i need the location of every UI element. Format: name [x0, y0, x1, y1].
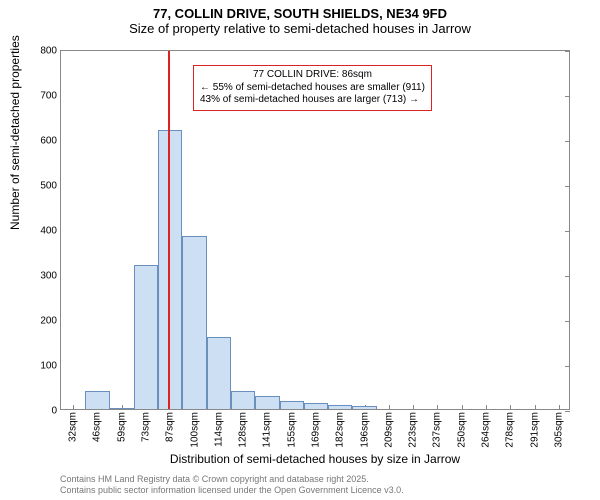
- histogram-bar: [182, 236, 206, 409]
- histogram-bar: [134, 265, 158, 409]
- x-tick-label: 278sqm: [505, 409, 516, 448]
- x-tick-label: 182sqm: [335, 409, 346, 448]
- x-tick-label: 100sqm: [189, 409, 200, 448]
- y-tick-label: 500: [40, 181, 61, 192]
- x-tick-label: 46sqm: [92, 409, 103, 442]
- x-axis-label: Distribution of semi-detached houses by …: [60, 452, 570, 466]
- y-tick-label: 100: [40, 361, 61, 372]
- x-tick-label: 291sqm: [529, 409, 540, 448]
- histogram-bar: [158, 130, 182, 409]
- histogram-chart: 77, COLLIN DRIVE, SOUTH SHIELDS, NE34 9F…: [0, 0, 600, 500]
- y-tick-mark: [565, 51, 570, 52]
- annotation-line: ← 55% of semi-detached houses are smalle…: [200, 82, 425, 95]
- y-tick-mark: [565, 186, 570, 187]
- y-tick-mark: [565, 276, 570, 277]
- reference-line: [168, 51, 170, 409]
- y-tick-label: 600: [40, 136, 61, 147]
- x-tick-label: 114sqm: [213, 409, 224, 447]
- y-tick-mark: [565, 366, 570, 367]
- histogram-bar: [352, 406, 376, 409]
- annotation-line: 43% of semi-detached houses are larger (…: [200, 94, 425, 107]
- y-tick-label: 300: [40, 271, 61, 282]
- y-tick-mark: [565, 321, 570, 322]
- annotation-box: 77 COLLIN DRIVE: 86sqm← 55% of semi-deta…: [193, 65, 432, 111]
- y-axis-label: Number of semi-detached properties: [8, 35, 22, 230]
- x-tick-label: 223sqm: [408, 409, 419, 448]
- y-tick-label: 0: [51, 406, 61, 417]
- x-tick-label: 169sqm: [311, 409, 322, 448]
- x-tick-label: 73sqm: [141, 409, 152, 442]
- x-tick-label: 141sqm: [262, 409, 273, 448]
- x-tick-label: 209sqm: [383, 409, 394, 448]
- attribution-text: Contains HM Land Registry data © Crown c…: [60, 474, 404, 496]
- histogram-bar: [280, 401, 304, 409]
- y-tick-label: 200: [40, 316, 61, 327]
- histogram-bar: [231, 391, 255, 409]
- attribution-line-1: Contains HM Land Registry data © Crown c…: [60, 474, 404, 485]
- x-tick-label: 196sqm: [359, 409, 370, 448]
- x-tick-label: 87sqm: [165, 409, 176, 442]
- y-tick-label: 700: [40, 91, 61, 102]
- x-tick-label: 250sqm: [456, 409, 467, 448]
- y-tick-mark: [565, 96, 570, 97]
- histogram-bar: [110, 408, 134, 409]
- x-tick-label: 237sqm: [432, 409, 443, 448]
- attribution-line-2: Contains public sector information licen…: [60, 485, 404, 496]
- histogram-bar: [255, 396, 279, 409]
- chart-title-main: 77, COLLIN DRIVE, SOUTH SHIELDS, NE34 9F…: [0, 6, 600, 21]
- chart-title-block: 77, COLLIN DRIVE, SOUTH SHIELDS, NE34 9F…: [0, 6, 600, 36]
- x-tick-label: 155sqm: [286, 409, 297, 448]
- y-tick-mark: [565, 141, 570, 142]
- histogram-bar: [304, 403, 328, 409]
- x-tick-label: 59sqm: [116, 409, 127, 442]
- y-tick-mark: [565, 411, 570, 412]
- x-tick-label: 305sqm: [553, 409, 564, 448]
- x-tick-label: 32sqm: [68, 409, 79, 442]
- annotation-line: 77 COLLIN DRIVE: 86sqm: [200, 69, 425, 82]
- y-tick-label: 400: [40, 226, 61, 237]
- histogram-bar: [328, 405, 352, 410]
- x-tick-label: 128sqm: [238, 409, 249, 448]
- chart-title-sub: Size of property relative to semi-detach…: [0, 21, 600, 36]
- y-tick-label: 800: [40, 46, 61, 57]
- y-tick-mark: [565, 231, 570, 232]
- plot-area: 010020030040050060070080032sqm46sqm59sqm…: [60, 50, 570, 410]
- histogram-bar: [85, 391, 109, 409]
- x-tick-label: 264sqm: [481, 409, 492, 448]
- histogram-bar: [207, 337, 231, 409]
